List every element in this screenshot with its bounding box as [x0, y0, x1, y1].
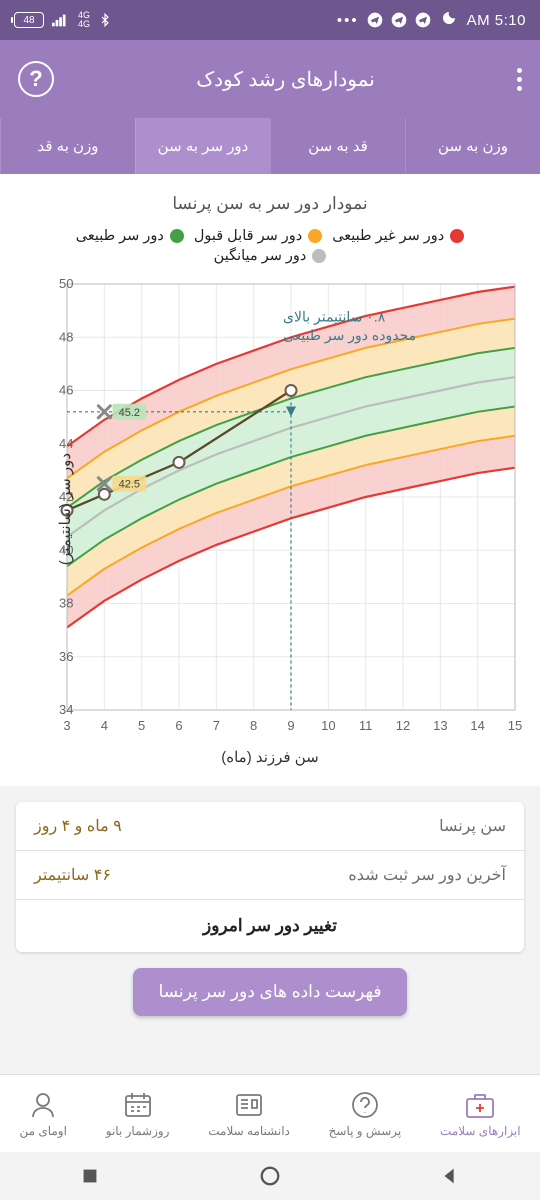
svg-text:12: 12 — [396, 718, 410, 733]
question-circle-icon — [348, 1090, 382, 1120]
svg-text:4: 4 — [101, 718, 108, 733]
svg-text:۰.۸ سانتیمتر بالای: ۰.۸ سانتیمتر بالای — [283, 308, 386, 325]
briefcase-plus-icon — [463, 1090, 497, 1120]
x-axis-label: سن فرزند (ماه) — [8, 748, 532, 766]
svg-text:14: 14 — [470, 718, 484, 733]
legend-acceptable: دور سر قابل قبول — [194, 228, 302, 244]
tab-weight-age[interactable]: وزن به سن — [405, 118, 540, 174]
nav-health-tools[interactable]: ابزارهای سلامت — [440, 1090, 521, 1138]
system-nav — [0, 1152, 540, 1200]
app-bar: نمودارهای رشد کودک ? — [0, 40, 540, 118]
svg-text:38: 38 — [59, 596, 73, 611]
calendar-icon — [121, 1090, 155, 1120]
svg-text:45.2: 45.2 — [119, 407, 140, 419]
data-list-button[interactable]: فهرست داده های دور سر پرنسا — [133, 968, 408, 1016]
legend-average: دور سر میانگین — [214, 248, 307, 264]
svg-text:13: 13 — [433, 718, 447, 733]
moon-icon — [441, 10, 457, 30]
nav-qa[interactable]: پرسش و پاسخ — [329, 1090, 402, 1138]
legend-normal: دور سر طبیعی — [76, 228, 164, 244]
change-head-today[interactable]: تغییر دور سر امروز — [16, 900, 524, 952]
more-dots: ••• — [337, 12, 359, 29]
home-button[interactable] — [259, 1165, 281, 1187]
nav-profile[interactable]: اومای من — [19, 1090, 67, 1138]
nav-encyclopedia[interactable]: دانشنامه سلامت — [208, 1090, 290, 1138]
legend-abnormal: دور سر غیر طبیعی — [332, 228, 444, 244]
signal-icon — [52, 13, 70, 27]
svg-text:46: 46 — [59, 383, 73, 398]
info-card: سن پرنسا ۹ ماه و ۴ روز آخرین دور سر ثبت … — [16, 802, 524, 952]
back-button[interactable] — [439, 1165, 461, 1187]
info-row-age: سن پرنسا ۹ ماه و ۴ روز — [16, 802, 524, 851]
telegram-icon — [415, 12, 431, 28]
help-button[interactable]: ? — [18, 61, 54, 97]
news-icon — [232, 1090, 266, 1120]
svg-text:5: 5 — [138, 718, 145, 733]
overflow-menu-button[interactable] — [517, 68, 522, 91]
y-axis-label: دور سر (سانتیمتر) — [56, 453, 74, 565]
svg-text:48: 48 — [59, 329, 73, 344]
tab-head-age[interactable]: دور سر به سن — [135, 118, 270, 174]
svg-text:50: 50 — [59, 276, 73, 291]
svg-text:7: 7 — [213, 718, 220, 733]
tab-weight-height[interactable]: وزن به قد — [0, 118, 135, 174]
svg-text:10: 10 — [321, 718, 335, 733]
battery-icon: 48 — [14, 12, 44, 28]
svg-text:44: 44 — [59, 436, 73, 451]
bluetooth-icon — [98, 12, 112, 28]
bottom-nav: ابزارهای سلامت پرسش و پاسخ دانشنامه سلام… — [0, 1074, 540, 1152]
nav-calendar[interactable]: روزشمار بانو — [106, 1090, 170, 1138]
svg-text:34: 34 — [59, 702, 73, 717]
growth-chart[interactable]: دور سر (سانتیمتر) ۰.۸ سانتیمتر بالای محدو… — [15, 274, 525, 744]
chart-legend: دور سر غیر طبیعی دور سر قابل قبول دور سر… — [8, 228, 532, 274]
tab-height-age[interactable]: قد به سن — [270, 118, 405, 174]
svg-text:36: 36 — [59, 649, 73, 664]
profile-icon — [26, 1090, 60, 1120]
svg-text:8: 8 — [250, 718, 257, 733]
svg-text:42.5: 42.5 — [119, 479, 140, 491]
svg-text:6: 6 — [175, 718, 182, 733]
svg-text:محدوده دور سر طبیعی: محدوده دور سر طبیعی — [283, 327, 416, 344]
clock: 5:10 AM — [467, 12, 526, 29]
recents-button[interactable] — [79, 1165, 101, 1187]
tab-bar: وزن به سن قد به سن دور سر به سن وزن به ق… — [0, 118, 540, 174]
chart-container: نمودار دور سر به سن پرنسا دور سر غیر طبی… — [0, 174, 540, 786]
svg-text:3: 3 — [63, 718, 70, 733]
telegram-icon — [367, 12, 383, 28]
info-row-last-head: آخرین دور سر ثبت شده ۴۶ سانتیمتر — [16, 851, 524, 900]
status-bar: 5:10 AM ••• 4G4G 48 — [0, 0, 540, 40]
network-icon: 4G4G — [78, 11, 90, 29]
page-title: نمودارهای رشد کودک — [54, 67, 517, 92]
svg-text:9: 9 — [287, 718, 294, 733]
telegram-icon — [391, 12, 407, 28]
svg-text:15: 15 — [508, 718, 522, 733]
svg-text:11: 11 — [359, 718, 373, 733]
chart-title: نمودار دور سر به سن پرنسا — [8, 194, 532, 214]
